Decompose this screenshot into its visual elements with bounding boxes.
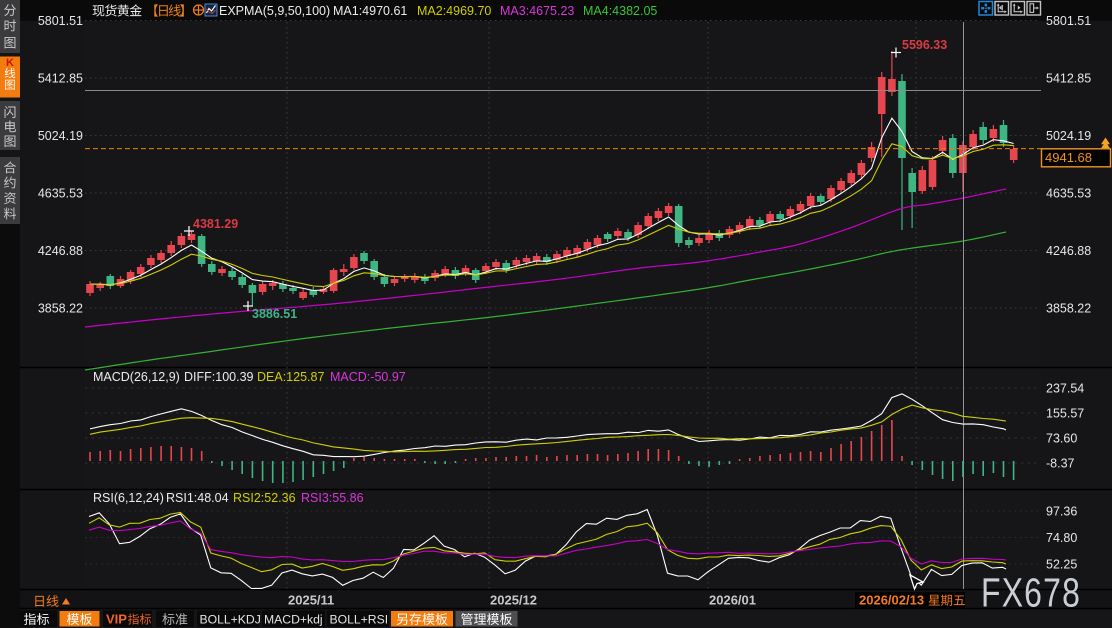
svg-text:4246.88: 4246.88 bbox=[38, 244, 83, 258]
svg-text:K: K bbox=[6, 57, 14, 69]
svg-text:2025/11: 2025/11 bbox=[288, 593, 334, 608]
svg-text:4381.29: 4381.29 bbox=[193, 217, 238, 231]
svg-text:EXPMA(5,9,50,100): EXPMA(5,9,50,100) bbox=[219, 4, 330, 18]
svg-text:5801.51: 5801.51 bbox=[1046, 14, 1091, 28]
svg-text:237.54: 237.54 bbox=[1046, 382, 1084, 396]
svg-text:MA3:4675.23: MA3:4675.23 bbox=[500, 4, 574, 18]
svg-text:MACD:-50.97: MACD:-50.97 bbox=[330, 370, 406, 384]
svg-text:3858.22: 3858.22 bbox=[1046, 302, 1091, 316]
svg-text:3886.51: 3886.51 bbox=[252, 307, 297, 321]
svg-text:2026/01: 2026/01 bbox=[709, 593, 756, 608]
svg-text:155.57: 155.57 bbox=[1046, 407, 1084, 421]
svg-text:RSI2:52.36: RSI2:52.36 bbox=[233, 491, 296, 505]
svg-text:5412.85: 5412.85 bbox=[38, 72, 83, 86]
svg-text:RSI1:48.04: RSI1:48.04 bbox=[166, 491, 229, 505]
svg-text:5596.33: 5596.33 bbox=[902, 38, 947, 52]
svg-text:4246.88: 4246.88 bbox=[1046, 244, 1091, 258]
svg-text:3858.22: 3858.22 bbox=[38, 302, 83, 316]
svg-text:4635.53: 4635.53 bbox=[1046, 187, 1091, 201]
svg-text:MA1:4970.61: MA1:4970.61 bbox=[333, 4, 407, 18]
svg-text:DIFF:100.39: DIFF:100.39 bbox=[184, 370, 254, 384]
svg-text:MA2:4969.70: MA2:4969.70 bbox=[417, 4, 491, 18]
svg-text:97.36: 97.36 bbox=[1046, 505, 1077, 519]
svg-text:BOLL+KDJ: BOLL+KDJ bbox=[200, 613, 261, 627]
svg-text:DEA:125.87: DEA:125.87 bbox=[257, 370, 324, 384]
svg-text:FX678: FX678 bbox=[981, 570, 1081, 616]
svg-text:BOLL+RSI: BOLL+RSI bbox=[330, 613, 389, 627]
svg-text:RSI(6,12,24): RSI(6,12,24) bbox=[93, 491, 164, 505]
svg-text:5801.51: 5801.51 bbox=[38, 14, 83, 28]
svg-text:MACD(26,12,9): MACD(26,12,9) bbox=[93, 370, 180, 384]
svg-text:RSI3:55.86: RSI3:55.86 bbox=[301, 491, 364, 505]
svg-text:4635.53: 4635.53 bbox=[38, 187, 83, 201]
svg-text:4941.68: 4941.68 bbox=[1045, 150, 1092, 165]
svg-text:MA4:4382.05: MA4:4382.05 bbox=[583, 4, 657, 18]
svg-text:-8.37: -8.37 bbox=[1046, 457, 1075, 471]
svg-text:2025/12: 2025/12 bbox=[490, 593, 537, 608]
svg-text:74.80: 74.80 bbox=[1046, 531, 1077, 545]
svg-text:73.60: 73.60 bbox=[1046, 432, 1077, 446]
svg-text:VIP: VIP bbox=[106, 612, 127, 627]
svg-text:5412.85: 5412.85 bbox=[1046, 72, 1091, 86]
svg-text:5024.19: 5024.19 bbox=[38, 129, 83, 143]
svg-text:2026/02/13: 2026/02/13 bbox=[859, 593, 924, 608]
svg-text:MACD+kdj: MACD+kdj bbox=[264, 613, 323, 627]
svg-text:52.25: 52.25 bbox=[1046, 558, 1077, 572]
svg-text:5024.19: 5024.19 bbox=[1046, 129, 1091, 143]
